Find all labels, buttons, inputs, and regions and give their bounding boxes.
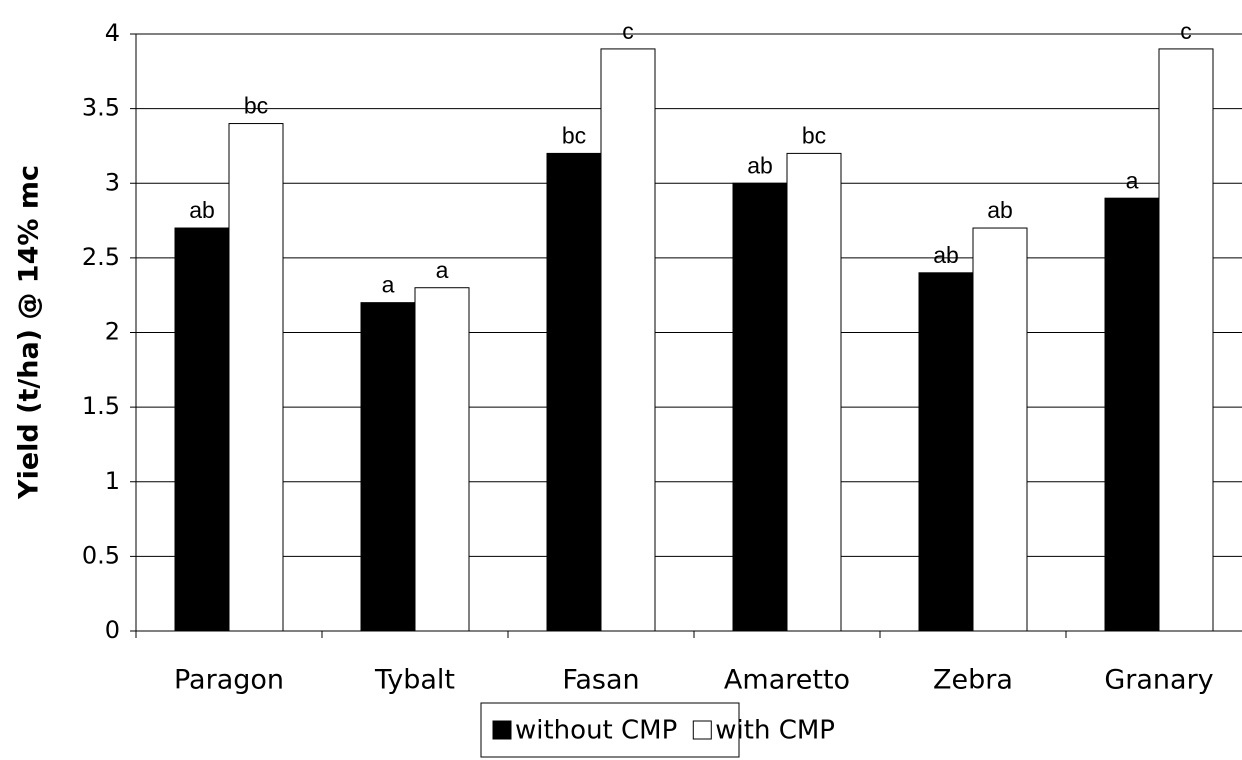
y-tick-label: 3.5 bbox=[82, 94, 120, 122]
bar bbox=[972, 227, 1028, 632]
bar bbox=[732, 182, 788, 632]
legend-swatch bbox=[692, 720, 712, 740]
y-tick-label: 1 bbox=[105, 467, 120, 495]
y-tick-label: 1.5 bbox=[82, 392, 120, 420]
legend-label: with CMP bbox=[715, 716, 835, 746]
bar bbox=[600, 48, 656, 632]
legend-swatch bbox=[492, 720, 512, 740]
bar bbox=[228, 123, 284, 632]
bar-annotation: a bbox=[1126, 167, 1139, 193]
x-tick-label: Zebra bbox=[933, 665, 1013, 696]
bar-annotation: ab bbox=[987, 197, 1013, 223]
bar-annotation: bc bbox=[562, 122, 586, 148]
legend-label: without CMP bbox=[515, 716, 677, 746]
bar bbox=[546, 152, 602, 632]
bar-annotation: ab bbox=[747, 152, 773, 178]
x-tick-label: Amaretto bbox=[724, 665, 850, 696]
bar bbox=[1104, 197, 1160, 632]
x-tick-label: Tybalt bbox=[374, 665, 455, 696]
bar-annotation: ab bbox=[189, 197, 215, 223]
bar-annotation: a bbox=[382, 272, 395, 298]
bar bbox=[360, 302, 416, 632]
bar bbox=[414, 287, 470, 632]
x-tick-label: Granary bbox=[1104, 665, 1213, 696]
y-tick-label: 4 bbox=[105, 19, 120, 47]
bar-annotation: ab bbox=[933, 242, 959, 268]
y-tick-label: 2 bbox=[105, 318, 120, 346]
y-tick-label: 2.5 bbox=[82, 243, 120, 271]
bar bbox=[174, 227, 230, 632]
bar-annotation: bc bbox=[802, 122, 826, 148]
bar-annotation: c bbox=[1180, 18, 1192, 44]
bar-annotation: a bbox=[436, 257, 449, 283]
bar-annotation: c bbox=[622, 18, 634, 44]
y-tick-label: 0 bbox=[105, 616, 120, 644]
bar bbox=[1158, 48, 1214, 632]
bar bbox=[786, 152, 842, 632]
x-tick-label: Paragon bbox=[174, 665, 284, 696]
x-tick-label: Fasan bbox=[562, 665, 639, 696]
y-axis-label: Yield (t/ha) @ 14% mc bbox=[14, 165, 45, 500]
y-tick-label: 3 bbox=[105, 168, 120, 196]
bar-annotation: bc bbox=[244, 93, 268, 119]
y-tick-label: 0.5 bbox=[82, 541, 120, 569]
bar bbox=[918, 272, 974, 632]
